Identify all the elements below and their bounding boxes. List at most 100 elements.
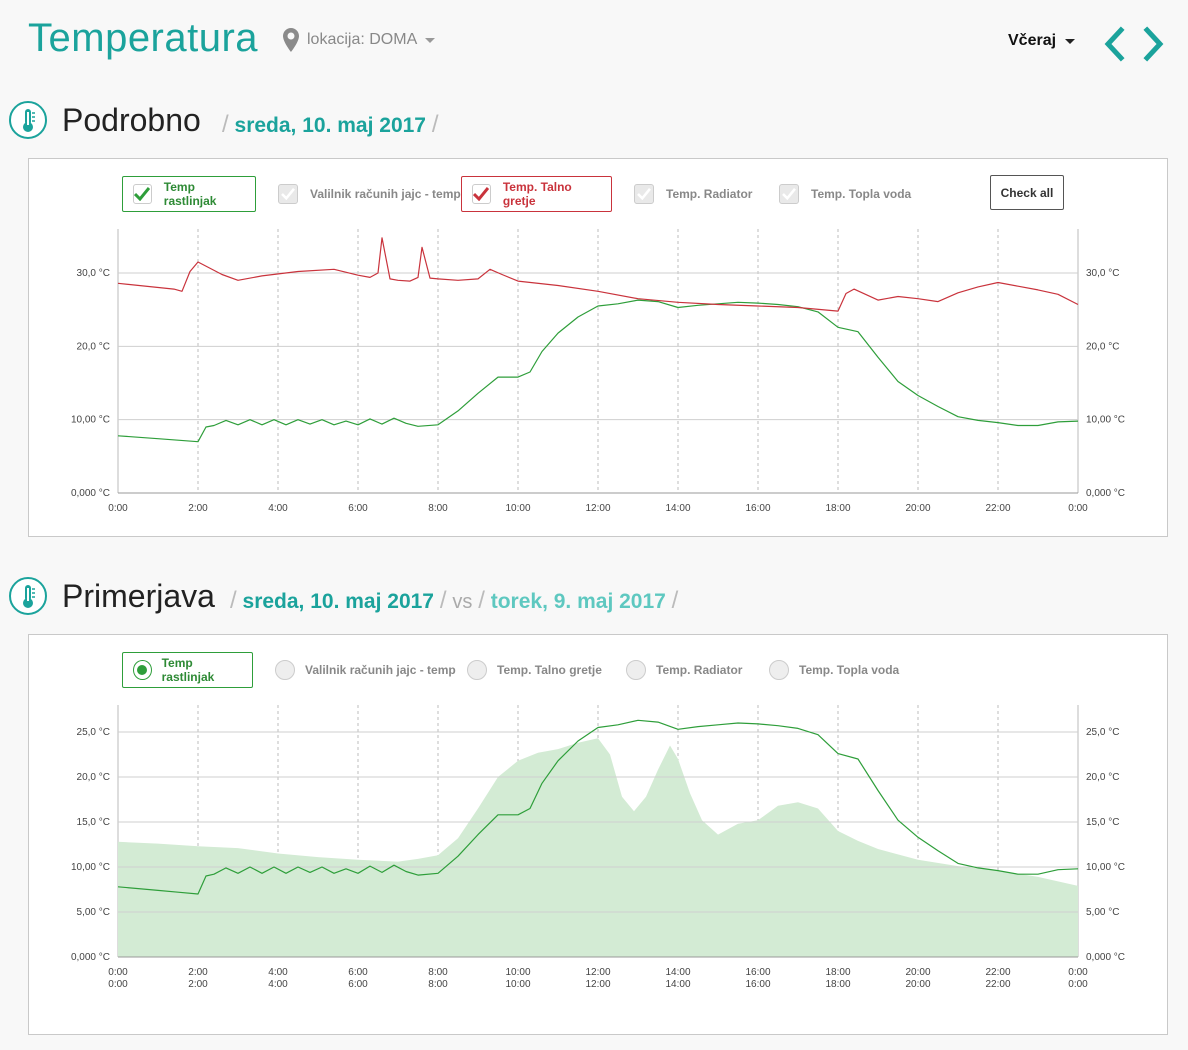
legend-temp-rastlinjak[interactable]: Temp rastlinjak — [122, 652, 253, 688]
y-tick-label-left: 20,0 °C — [77, 772, 110, 783]
x-tick-label: 8:00 — [428, 503, 448, 514]
legend-valilnik[interactable]: Valilnik računih jajc - temp — [278, 184, 461, 204]
x-tick-label: 22:00 — [985, 967, 1010, 978]
y-tick-label-left: 25,0 °C — [77, 727, 110, 738]
legend-radiator[interactable]: Temp. Radiator — [634, 184, 752, 204]
previous-day-button[interactable] — [1101, 26, 1127, 62]
check-all-button[interactable]: Check all — [990, 175, 1064, 210]
checkbox-unchecked-icon — [278, 184, 298, 204]
location-label: lokacija: DOMA — [307, 31, 418, 48]
series-line-0 — [117, 719, 1079, 895]
x-tick-label-compare: 6:00 — [348, 979, 368, 990]
x-tick-label: 20:00 — [905, 503, 930, 514]
legend-topla-voda[interactable]: Temp. Topla voda — [769, 660, 899, 680]
compare-area-chart: 0,000 °C 0,000 °C 5,00 °C 5,00 °C 10,00 °C 10… — [71, 705, 1125, 990]
x-tick-label: 14:00 — [665, 503, 690, 514]
y-tick-label-left: 15,0 °C — [77, 817, 110, 828]
radio-unselected-icon — [626, 660, 646, 680]
period-selector[interactable]: Včeraj — [1008, 32, 1076, 50]
x-tick-label-compare: 4:00 — [268, 979, 288, 990]
y-tick-label-left: 0,000 °C — [71, 952, 110, 963]
detail-chart-panel: Temp rastlinjak Valilnik računih jajc - … — [28, 158, 1168, 537]
y-tick-label-right: 15,0 °C — [1086, 817, 1119, 828]
x-tick-label: 18:00 — [825, 503, 850, 514]
x-tick-label: 22:00 — [985, 503, 1010, 514]
x-tick-label-compare: 0:00 — [108, 979, 128, 990]
location-selector[interactable]: lokacija: DOMA — [283, 28, 436, 52]
thermometer-icon — [9, 101, 47, 139]
legend-valilnik[interactable]: Valilnik računih jajc - temp — [275, 660, 456, 680]
detail-title: Podrobno — [62, 102, 201, 138]
compare-section-header: Primerjava / sreda, 10. maj 2017 / vs / … — [0, 577, 1188, 627]
x-tick-label: 12:00 — [585, 503, 610, 514]
x-tick-label-compare: 22:00 — [985, 979, 1010, 990]
legend-talno-gretje[interactable]: Temp. Talno gretje — [461, 176, 612, 212]
legend-talno-gretje[interactable]: Temp. Talno gretje — [467, 660, 602, 680]
radio-selected-icon — [133, 660, 152, 680]
y-tick-label-left: 0,000 °C — [71, 488, 110, 499]
map-pin-icon — [283, 28, 299, 52]
x-tick-label-compare: 10:00 — [505, 979, 530, 990]
legend-radiator[interactable]: Temp. Radiator — [626, 660, 742, 680]
y-tick-label-left: 20,0 °C — [77, 341, 110, 352]
x-tick-label: 4:00 — [268, 967, 288, 978]
x-tick-label-compare: 0:00 — [1068, 979, 1088, 990]
x-tick-label: 0:00 — [1068, 967, 1088, 978]
y-tick-label-right: 0,000 °C — [1086, 488, 1125, 499]
x-tick-label: 2:00 — [188, 967, 208, 978]
x-tick-label: 8:00 — [428, 967, 448, 978]
checkbox-unchecked-icon — [634, 184, 654, 204]
next-day-button[interactable] — [1141, 26, 1167, 62]
x-tick-label-compare: 14:00 — [665, 979, 690, 990]
y-tick-label-right: 10,00 °C — [1086, 862, 1125, 873]
x-tick-label: 0:00 — [108, 503, 128, 514]
detail-section-header: Podrobno / sreda, 10. maj 2017 / — [0, 101, 1188, 151]
x-tick-label: 4:00 — [268, 503, 288, 514]
detail-line-chart: 0,000 °C 0,000 °C 10,00 °C 10,00 °C 20,0 °C 2… — [71, 229, 1125, 514]
checkbox-checked-icon — [472, 184, 491, 204]
chevron-down-icon — [1065, 38, 1076, 44]
x-tick-label-compare: 12:00 — [585, 979, 610, 990]
x-tick-label: 20:00 — [905, 967, 930, 978]
x-tick-label: 10:00 — [505, 967, 530, 978]
x-tick-label-compare: 8:00 — [428, 979, 448, 990]
y-tick-label-left: 10,00 °C — [71, 415, 110, 426]
x-tick-label: 18:00 — [825, 967, 850, 978]
compare-chart-panel: Temp rastlinjak Valilnik računih jajc - … — [28, 634, 1168, 1035]
y-tick-label-right: 5,00 °C — [1086, 907, 1119, 918]
x-tick-label-compare: 16:00 — [745, 979, 770, 990]
x-tick-label: 16:00 — [745, 503, 770, 514]
x-tick-label-compare: 18:00 — [825, 979, 850, 990]
radio-unselected-icon — [467, 660, 487, 680]
x-tick-label: 12:00 — [585, 967, 610, 978]
x-tick-label: 16:00 — [745, 967, 770, 978]
y-tick-label-right: 0,000 °C — [1086, 952, 1125, 963]
y-tick-label-left: 30,0 °C — [77, 268, 110, 279]
radio-unselected-icon — [275, 660, 295, 680]
thermometer-icon — [9, 577, 47, 615]
legend-temp-rastlinjak[interactable]: Temp rastlinjak — [122, 176, 256, 212]
series-line-0 — [117, 299, 1079, 443]
x-tick-label: 14:00 — [665, 967, 690, 978]
x-tick-label-compare: 20:00 — [905, 979, 930, 990]
y-tick-label-right: 30,0 °C — [1086, 268, 1119, 279]
detail-date: / sreda, 10. maj 2017 / — [222, 111, 439, 138]
y-tick-label-left: 10,00 °C — [71, 862, 110, 873]
compare-dates: / sreda, 10. maj 2017 / vs / torek, 9. m… — [230, 587, 679, 614]
x-tick-label-compare: 2:00 — [188, 979, 208, 990]
y-tick-label-right: 25,0 °C — [1086, 727, 1119, 738]
y-tick-label-left: 5,00 °C — [77, 907, 110, 918]
x-tick-label: 0:00 — [108, 967, 128, 978]
radio-unselected-icon — [769, 660, 789, 680]
checkbox-unchecked-icon — [779, 184, 799, 204]
compare-title: Primerjava — [62, 578, 215, 614]
x-tick-label: 2:00 — [188, 503, 208, 514]
legend-topla-voda[interactable]: Temp. Topla voda — [779, 184, 911, 204]
x-tick-label: 6:00 — [348, 503, 368, 514]
y-tick-label-right: 10,00 °C — [1086, 415, 1125, 426]
y-tick-label-right: 20,0 °C — [1086, 341, 1119, 352]
checkbox-checked-icon — [133, 184, 152, 204]
series-line-1 — [117, 237, 1079, 312]
series-area-1 — [118, 738, 1078, 957]
x-tick-label: 0:00 — [1068, 503, 1088, 514]
